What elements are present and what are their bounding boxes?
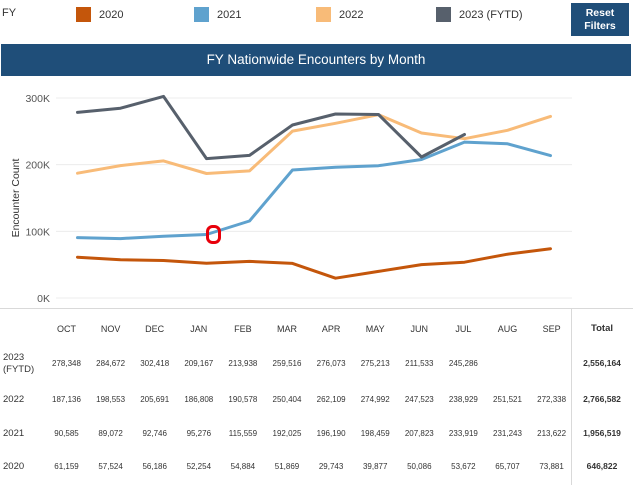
table-cell: 61,159 (54, 462, 79, 471)
table-cell: 213,938 (228, 359, 258, 368)
table-cell: 278,348 (52, 359, 81, 368)
table-header-feb: FEB (234, 324, 252, 334)
table-cell: 192,025 (272, 429, 302, 438)
legend-item-2022[interactable]: 2022 (316, 7, 363, 22)
table-cell: 272,338 (537, 395, 567, 404)
table-cell: 53,672 (451, 462, 476, 471)
reset-filters-button[interactable]: Reset Filters (571, 3, 629, 36)
table-cell: 56,186 (142, 462, 167, 471)
table-header-may: MAY (365, 324, 385, 334)
table-cell: 90,585 (54, 429, 79, 438)
table-header-aug: AUG (497, 324, 518, 334)
series-line-2022 (76, 113, 552, 175)
table-cell: 262,109 (316, 395, 346, 404)
series-line-2021 (76, 140, 552, 241)
table-cell: 115,559 (228, 429, 258, 438)
table-cell: 207,823 (404, 429, 434, 438)
legend-item-2021[interactable]: 2021 (194, 7, 241, 22)
reset-filters-line2: Filters (584, 19, 616, 32)
table-cell: 274,992 (360, 395, 390, 404)
row-label: 2022 (3, 394, 25, 405)
table-cell: 186,808 (184, 395, 214, 404)
table-total-cell: 1,956,519 (583, 428, 621, 438)
table-cell: 196,190 (316, 429, 346, 438)
legend: FY 2020 2021 2022 2023 (FYTD) Reset Filte… (0, 0, 633, 40)
table-cell: 73,881 (539, 462, 564, 471)
legend-swatch-2021 (194, 7, 209, 22)
legend-swatch-2022 (316, 7, 331, 22)
legend-title: FY (2, 7, 17, 19)
table-cell: 89,072 (98, 429, 123, 438)
legend-swatch-2023 (436, 7, 451, 22)
table-cell: 259,516 (272, 359, 302, 368)
series-line-2020 (76, 247, 552, 280)
y-tick-label: 0K (37, 293, 50, 305)
table-cell: 231,243 (493, 429, 522, 438)
table-header-dec: DEC (145, 324, 165, 334)
row-label-suffix: (FYTD) (3, 364, 35, 375)
table-cell: 233,919 (448, 429, 478, 438)
line-chart: 0K 100K 200K 300K Encounter Count (10, 93, 572, 305)
table-cell: 65,707 (495, 462, 520, 471)
legend-label-2022: 2022 (339, 8, 364, 21)
table-header-jul: JUL (455, 324, 472, 334)
table-header-total: Total (591, 323, 613, 334)
table-total-cell: 2,556,164 (583, 358, 621, 368)
table-cell: 50,086 (407, 462, 432, 471)
table-cell: 29,743 (318, 462, 344, 471)
legend-swatch-2020 (76, 7, 91, 22)
table-header-jan: JAN (190, 324, 208, 334)
reset-filters-line1: Reset (585, 6, 615, 19)
table-header-jun: JUN (410, 324, 429, 334)
row-label: 2020 (3, 461, 25, 472)
table-cell: 275,213 (360, 359, 390, 368)
table-cell: 245,286 (448, 359, 478, 368)
y-tick-label: 200K (25, 160, 50, 172)
y-tick-label: 300K (25, 93, 50, 105)
legend-item-2023[interactable]: 2023 (FYTD) (436, 7, 523, 22)
table-cell: 209,167 (184, 359, 214, 368)
y-tick-label: 100K (25, 226, 50, 238)
table-cell: 57,524 (98, 462, 123, 471)
row-label: 2023 (3, 352, 25, 363)
table-cell: 198,553 (96, 395, 126, 404)
table-cell: 211,533 (405, 359, 434, 368)
table-cell: 238,929 (448, 395, 478, 404)
legend-label-2020: 2020 (99, 8, 124, 21)
legend-item-2020[interactable]: 2020 (76, 7, 123, 22)
table-cell: 92,746 (142, 429, 167, 438)
table-cell: 205,691 (140, 395, 170, 404)
table-header-mar: MAR (277, 324, 297, 334)
table-header-sep: SEP (542, 324, 561, 334)
table-cell: 247,523 (404, 395, 434, 404)
table-cell: 39,877 (362, 462, 388, 471)
table-cell: 187,136 (52, 395, 81, 404)
y-axis-label: Encounter Count (10, 159, 22, 238)
table-divider (0, 308, 633, 309)
table-cell: 213,622 (537, 429, 567, 438)
legend-label-2023: 2023 (FYTD) (459, 8, 523, 21)
table-cell: 284,672 (96, 359, 126, 368)
row-label: 2021 (3, 428, 25, 439)
table-total-cell: 646,822 (586, 461, 618, 471)
table-total-cell: 2,766,582 (583, 394, 621, 404)
table-cell: 51,869 (274, 462, 300, 471)
total-column-divider (571, 308, 572, 485)
table-cell: 251,521 (493, 395, 522, 404)
table-cell: 250,404 (272, 395, 302, 404)
table-cell: 95,276 (186, 429, 212, 438)
highlight-marker (206, 224, 221, 244)
table-cell: 190,578 (228, 395, 258, 404)
legend-label-2021: 2021 (217, 8, 242, 21)
table-cell: 54,884 (230, 462, 256, 471)
table-header-oct: OCT (57, 324, 76, 334)
table-cell: 198,459 (360, 429, 390, 438)
series-line-2023 (76, 94, 466, 161)
table-cell: 52,254 (186, 462, 212, 471)
table-header-apr: APR (321, 324, 341, 334)
table-cell: 276,073 (316, 359, 346, 368)
table-cell: 302,418 (140, 359, 170, 368)
table-header-nov: NOV (100, 324, 121, 334)
chart-title: FY Nationwide Encounters by Month (1, 44, 631, 76)
